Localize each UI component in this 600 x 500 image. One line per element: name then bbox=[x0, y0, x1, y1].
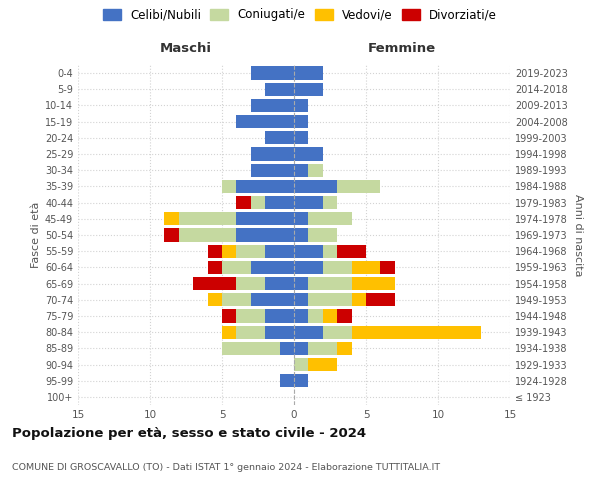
Bar bbox=[294, 342, 308, 355]
Bar bbox=[337, 180, 380, 193]
Bar bbox=[236, 212, 294, 226]
Bar bbox=[323, 244, 337, 258]
Bar bbox=[222, 310, 236, 322]
Bar bbox=[308, 164, 323, 177]
Bar bbox=[265, 196, 294, 209]
Bar bbox=[323, 196, 337, 209]
Text: Maschi: Maschi bbox=[160, 42, 212, 56]
Bar bbox=[265, 310, 294, 322]
Bar bbox=[164, 212, 179, 226]
Bar bbox=[251, 293, 294, 306]
Bar bbox=[323, 260, 352, 274]
Bar bbox=[280, 374, 294, 388]
Bar bbox=[308, 342, 337, 355]
Bar bbox=[380, 260, 395, 274]
Bar bbox=[294, 99, 308, 112]
Bar bbox=[294, 82, 323, 96]
Bar bbox=[208, 260, 222, 274]
Bar bbox=[236, 228, 294, 241]
Bar bbox=[294, 164, 308, 177]
Bar bbox=[308, 277, 352, 290]
Text: Popolazione per età, sesso e stato civile - 2024: Popolazione per età, sesso e stato civil… bbox=[12, 428, 366, 440]
Bar bbox=[222, 342, 280, 355]
Bar bbox=[179, 212, 236, 226]
Bar bbox=[294, 180, 337, 193]
Bar bbox=[366, 293, 395, 306]
Bar bbox=[337, 244, 366, 258]
Bar bbox=[308, 310, 323, 322]
Bar bbox=[222, 260, 251, 274]
Bar bbox=[352, 293, 366, 306]
Bar bbox=[308, 228, 337, 241]
Bar bbox=[294, 374, 308, 388]
Bar bbox=[337, 310, 352, 322]
Bar bbox=[193, 277, 236, 290]
Bar bbox=[251, 148, 294, 160]
Bar bbox=[308, 212, 352, 226]
Bar bbox=[236, 326, 265, 339]
Bar bbox=[308, 358, 337, 371]
Bar bbox=[236, 180, 294, 193]
Bar bbox=[265, 244, 294, 258]
Bar bbox=[294, 277, 308, 290]
Bar bbox=[294, 326, 323, 339]
Bar bbox=[265, 326, 294, 339]
Bar bbox=[280, 342, 294, 355]
Bar bbox=[179, 228, 236, 241]
Bar bbox=[236, 196, 251, 209]
Bar bbox=[265, 277, 294, 290]
Bar bbox=[352, 277, 395, 290]
Bar bbox=[236, 115, 294, 128]
Bar bbox=[294, 228, 308, 241]
Bar bbox=[236, 310, 265, 322]
Bar bbox=[208, 244, 222, 258]
Bar bbox=[294, 212, 308, 226]
Bar bbox=[308, 293, 352, 306]
Bar bbox=[294, 293, 308, 306]
Bar bbox=[352, 326, 481, 339]
Bar bbox=[294, 66, 323, 80]
Bar bbox=[352, 260, 380, 274]
Bar bbox=[294, 115, 308, 128]
Y-axis label: Fasce di età: Fasce di età bbox=[31, 202, 41, 268]
Bar bbox=[236, 277, 265, 290]
Text: COMUNE DI GROSCAVALLO (TO) - Dati ISTAT 1° gennaio 2024 - Elaborazione TUTTITALI: COMUNE DI GROSCAVALLO (TO) - Dati ISTAT … bbox=[12, 462, 440, 471]
Bar bbox=[251, 260, 294, 274]
Bar bbox=[294, 131, 308, 144]
Bar bbox=[323, 310, 337, 322]
Bar bbox=[323, 326, 352, 339]
Bar bbox=[294, 148, 323, 160]
Bar bbox=[222, 293, 251, 306]
Bar bbox=[294, 310, 308, 322]
Bar bbox=[265, 82, 294, 96]
Bar bbox=[222, 180, 236, 193]
Bar bbox=[337, 342, 352, 355]
Legend: Celibi/Nubili, Coniugati/e, Vedovi/e, Divorziati/e: Celibi/Nubili, Coniugati/e, Vedovi/e, Di… bbox=[103, 8, 497, 22]
Bar bbox=[265, 131, 294, 144]
Bar bbox=[222, 244, 236, 258]
Bar bbox=[251, 99, 294, 112]
Bar bbox=[251, 164, 294, 177]
Bar bbox=[236, 244, 265, 258]
Bar bbox=[251, 196, 265, 209]
Bar bbox=[294, 196, 323, 209]
Bar bbox=[222, 326, 236, 339]
Bar bbox=[251, 66, 294, 80]
Y-axis label: Anni di nascita: Anni di nascita bbox=[573, 194, 583, 276]
Bar bbox=[294, 260, 323, 274]
Bar bbox=[294, 358, 308, 371]
Bar bbox=[164, 228, 179, 241]
Bar bbox=[208, 293, 222, 306]
Text: Femmine: Femmine bbox=[368, 42, 436, 56]
Bar bbox=[294, 244, 323, 258]
